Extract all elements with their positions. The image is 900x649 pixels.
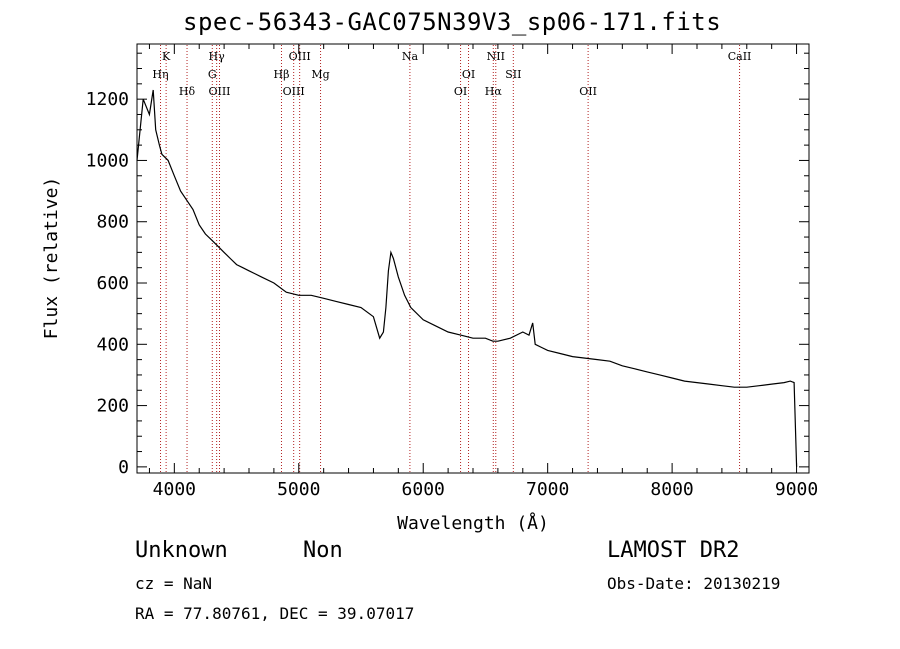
plot-frame: [136, 43, 810, 474]
line-marker-label: SII: [505, 68, 521, 81]
line-marker-label: OI: [462, 68, 475, 81]
line-marker-label: NII: [487, 50, 505, 63]
x-axis-label: Wavelength (Å): [397, 512, 549, 534]
line-marker-label: Hβ: [274, 68, 290, 81]
x-tick-label: 7000: [526, 479, 569, 500]
y-tick-label: 0: [118, 457, 129, 478]
spectrum-series: [136, 89, 798, 467]
survey-label: LAMOST DR2: [607, 538, 740, 563]
x-tick-label: 9000: [775, 479, 818, 500]
subclass-label: Non: [303, 538, 343, 563]
y-tick-label: 200: [96, 396, 129, 417]
y-tick-label: 1000: [86, 150, 129, 171]
line-marker-label: Hγ: [209, 50, 226, 63]
axis-ticks: 4000 5000 6000 7000 8000 9000 0 200 400 600 800 100…: [86, 44, 818, 500]
line-marker-label: Hδ: [179, 85, 196, 98]
coordinates: RA = 77.80761, DEC = 39.07017: [135, 604, 415, 623]
line-marker-label: CaII: [728, 50, 752, 63]
line-marker-label: OIII: [283, 85, 305, 98]
line-marker-label: Mg: [311, 68, 329, 81]
line-marker-label: Hα: [485, 85, 503, 98]
chart-title: spec-56343-GAC075N39V3_sp06-171.fits: [183, 8, 722, 36]
x-tick-label: 4000: [153, 479, 196, 500]
x-tick-label: 6000: [402, 479, 445, 500]
line-marker-label: Hη: [152, 68, 168, 81]
line-marker-label: OI: [454, 85, 467, 98]
line-marker-label: G: [208, 68, 217, 81]
line-marker-label: Na: [402, 50, 419, 63]
cz-value: cz = NaN: [135, 574, 213, 593]
y-tick-label: 800: [96, 212, 129, 233]
y-axis-label: Flux (relative): [41, 177, 62, 340]
line-marker-label: OIII: [289, 50, 311, 63]
class-label: Unknown: [135, 538, 228, 563]
line-marker-label: OIII: [208, 85, 230, 98]
x-tick-label: 5000: [277, 479, 320, 500]
y-tick-label: 1200: [86, 89, 129, 110]
line-marker-label: K: [162, 50, 171, 63]
y-tick-label: 400: [96, 334, 129, 355]
x-tick-label: 8000: [650, 479, 693, 500]
obs-date: Obs-Date: 20130219: [607, 574, 781, 593]
spectrum-line: [136, 89, 798, 467]
line-marker-label: OII: [579, 85, 597, 98]
y-tick-label: 600: [96, 273, 129, 294]
